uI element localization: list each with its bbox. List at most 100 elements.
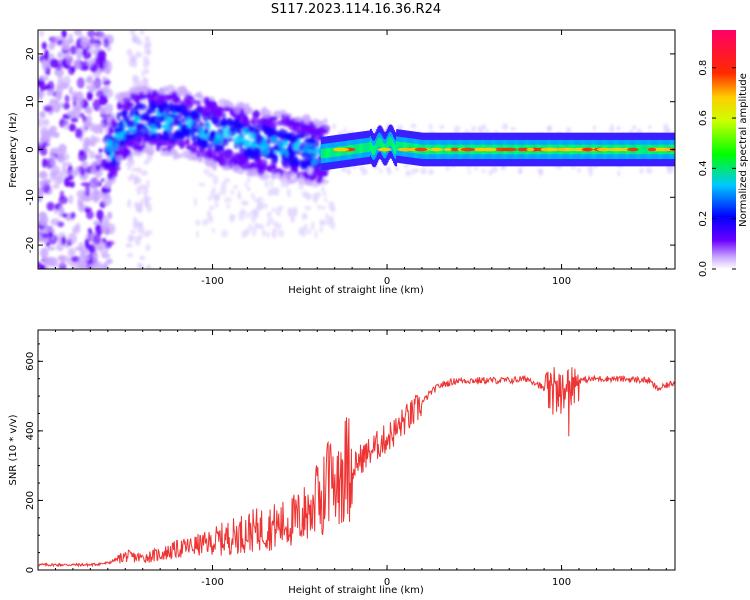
- spectrogram-cell: [193, 93, 204, 98]
- band-inner: [392, 141, 395, 152]
- spectrogram-cell: [299, 152, 310, 157]
- spectrogram-cell: [186, 116, 192, 126]
- spectrogram-cell: [310, 221, 315, 230]
- spectrogram-cell: [329, 215, 334, 225]
- spectrogram-cell: [63, 75, 71, 87]
- spectrogram-cell: [222, 131, 232, 138]
- spectrogram-cell: [220, 181, 227, 189]
- spectrogram-cell: [195, 219, 201, 226]
- spectrogram-cell: [198, 156, 203, 162]
- spectrogram-cell: [60, 256, 65, 268]
- spectrogram-cell: [467, 170, 472, 174]
- spectrogram-cell: [189, 147, 198, 154]
- spectrogram-cell: [68, 86, 74, 96]
- spectrogram-cell: [206, 210, 212, 218]
- spectrogram-cell: [241, 230, 248, 239]
- band-inner: [391, 139, 394, 149]
- spectrogram-cell: [394, 167, 399, 171]
- band-hotspot: [656, 147, 673, 152]
- spectrogram-cell: [343, 127, 347, 134]
- spectrogram-cell: [53, 131, 60, 139]
- spectrogram-cell: [330, 206, 336, 213]
- spectrogram-cell: [136, 185, 142, 196]
- spectrogram-cell: [261, 229, 267, 237]
- spectrogram-cell: [233, 104, 241, 115]
- spectrogram-cell: [129, 120, 136, 128]
- spectrogram-cell: [226, 204, 231, 209]
- spectrogram-cell: [92, 43, 101, 49]
- spectrogram-cell: [240, 162, 249, 171]
- spectrogram-cell: [98, 216, 103, 225]
- spectrogram-cell: [99, 106, 108, 116]
- spectrogram-cell: [473, 166, 478, 171]
- spectrogram-cell: [250, 119, 255, 126]
- spectrogram-cell: [167, 113, 176, 118]
- spectrogram-cell: [79, 265, 86, 269]
- spectrogram-cell: [41, 158, 48, 168]
- spectrogram-cell: [138, 135, 143, 143]
- spectrogram-cell: [38, 195, 43, 203]
- spectrogram-cell: [283, 172, 290, 179]
- spectrogram-cell: [405, 169, 411, 177]
- spectrogram-cell: [284, 132, 290, 138]
- band-inner: [385, 142, 388, 153]
- spectrogram-cell: [138, 103, 147, 111]
- spectrogram-cell: [488, 169, 493, 176]
- spectrogram-cell: [55, 91, 63, 100]
- spectrogram-cell: [92, 99, 102, 112]
- spectrogram-cell: [272, 111, 281, 117]
- band-inner: [388, 136, 391, 147]
- band-inner: [359, 143, 362, 154]
- band-inner: [330, 147, 333, 158]
- spectrogram-cell: [302, 212, 307, 219]
- spectrogram-cell: [43, 257, 53, 266]
- band-inner: [638, 144, 641, 155]
- spectrogram-cell: [70, 212, 76, 219]
- spectrogram-cell: [319, 220, 327, 226]
- spectrogram-cell: [185, 137, 191, 145]
- band-inner: [376, 141, 379, 151]
- spectrogram-cell: [63, 176, 71, 187]
- x-tick-label: -100: [201, 276, 224, 287]
- band-inner: [370, 142, 373, 153]
- snr-x-ticks: -100 0 100: [37, 330, 667, 588]
- spectrogram-cell: [214, 201, 219, 209]
- spectrogram-cell: [57, 221, 65, 228]
- spectrogram-cell: [216, 105, 224, 112]
- spectrogram-cell: [38, 118, 44, 128]
- band-inner: [364, 142, 367, 153]
- spectrogram-cell: [91, 168, 98, 175]
- spectrogram-cell: [63, 119, 69, 131]
- spectrogram-cell: [229, 214, 236, 221]
- colorbar-scale: [712, 30, 736, 269]
- spectrogram-cell: [190, 153, 197, 160]
- spectrogram-cell: [257, 196, 264, 206]
- spectrogram-cell: [264, 179, 269, 189]
- band-hotspot: [333, 147, 350, 152]
- spectrogram-cell: [298, 173, 304, 183]
- spectrogram-cell: [54, 63, 62, 71]
- spectrogram-cell: [48, 42, 55, 51]
- spectrogram-cell: [81, 196, 92, 203]
- spectrogram-cell: [145, 145, 155, 156]
- band-inner: [375, 143, 378, 154]
- spectrogram-cell: [64, 94, 70, 103]
- spectrogram-cell: [45, 241, 51, 248]
- spectrogram-cell: [99, 94, 108, 106]
- spectrogram-cell: [79, 204, 89, 209]
- spectrogram-cell: [242, 127, 250, 136]
- spectrogram-cell: [38, 142, 42, 147]
- spectrogram-cell: [132, 88, 140, 94]
- band-hotspot: [474, 147, 486, 152]
- band-hotspot: [546, 147, 553, 152]
- spectrogram-cell: [428, 169, 434, 175]
- spectrogram-cell: [38, 91, 42, 98]
- band-mid: [676, 140, 678, 159]
- y-tick-label: -10: [25, 189, 36, 205]
- spectrogram-cell: [565, 126, 572, 133]
- band-inner: [323, 148, 326, 159]
- spectrogram-cell: [481, 169, 486, 173]
- spectrogram-cell: [49, 125, 58, 132]
- spectrogram-cell: [48, 231, 54, 238]
- spectrogram-cell: [106, 240, 115, 246]
